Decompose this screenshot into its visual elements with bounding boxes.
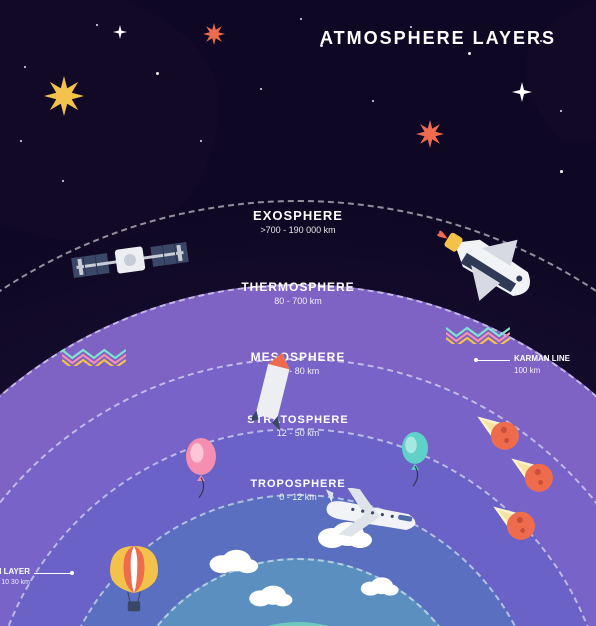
hot-air-balloon-icon: [108, 544, 160, 614]
callout-title: KARMAN LINE: [514, 354, 570, 363]
callout-sub: 100 km: [514, 366, 540, 375]
earth-icon: [180, 622, 416, 626]
star-dot: [560, 170, 563, 173]
star-burst-icon: [416, 120, 444, 148]
star-four-icon: [512, 82, 532, 102]
callout-line: [476, 360, 510, 361]
callout-sub: 20 10 30 km: [0, 579, 30, 586]
space-shuttle-icon: [430, 220, 550, 310]
cloud-icon: [246, 584, 294, 608]
infographic-root: EXOSPHERE >700 - 190 000 km THERMOSPHERE 80…: [0, 0, 596, 626]
meteor-icon: [486, 500, 542, 542]
cloud-icon: [358, 576, 400, 597]
meteor-icon: [504, 452, 560, 494]
meteor-icon: [470, 410, 526, 452]
layer-range: 80 - 700 km: [241, 296, 354, 306]
layer-name: THERMOSPHERE: [241, 280, 354, 294]
star-dot: [20, 140, 22, 142]
callout-ozone: OZON LAYER20 10 30 km: [34, 573, 35, 574]
callout-title: OZON LAYER: [0, 567, 30, 576]
balloon-teal-icon: [398, 432, 432, 494]
layer-label-exosphere: EXOSPHERE >700 - 190 000 km: [253, 208, 343, 235]
cloud-icon: [206, 548, 260, 575]
callout-line: [34, 573, 72, 574]
page-title: ATMOSPHERE LAYERS: [320, 28, 556, 49]
missile-icon: [252, 342, 294, 438]
layer-range: >700 - 190 000 km: [253, 225, 343, 235]
satellite-icon: [70, 225, 190, 295]
star-dot: [156, 72, 159, 75]
airplane-icon: [318, 488, 428, 544]
aurora-zigzag-icon: [446, 324, 510, 344]
layer-name: EXOSPHERE: [253, 208, 343, 223]
callout-dot: [70, 571, 74, 575]
callout-dot: [474, 358, 478, 362]
star-dot: [96, 24, 98, 26]
aurora-zigzag-icon: [62, 346, 126, 366]
balloon-pink-icon: [182, 438, 220, 506]
layer-label-thermosphere: THERMOSPHERE 80 - 700 km: [241, 280, 354, 306]
star-burst-icon: [203, 23, 225, 45]
star-four-icon: [113, 25, 127, 39]
star-dot: [468, 52, 471, 55]
star-burst-icon: [44, 76, 84, 116]
star-dot: [560, 110, 562, 112]
callout-karman: KARMAN LINE100 km: [510, 360, 511, 361]
